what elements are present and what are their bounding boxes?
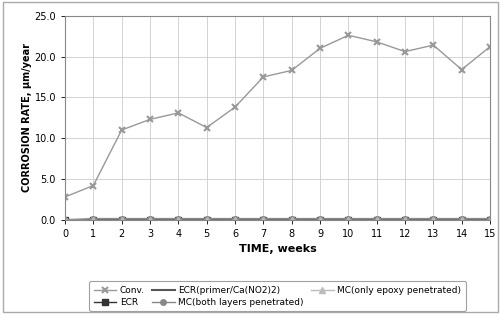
MC(only epoxy penetrated): [232, 218, 238, 222]
Conv.: [147, 117, 153, 121]
ECR(primer/Ca(NO2)2): [118, 218, 124, 222]
MC(both layers penetrated): [374, 217, 380, 220]
MC(only epoxy penetrated): [118, 218, 124, 222]
Conv.: [62, 195, 68, 199]
ECR: [147, 218, 153, 222]
ECR: [430, 218, 436, 222]
MC(both layers penetrated): [147, 217, 153, 220]
ECR(primer/Ca(NO2)2): [288, 218, 294, 222]
ECR: [317, 218, 323, 222]
ECR: [487, 218, 493, 222]
MC(both layers penetrated): [346, 217, 352, 220]
ECR: [90, 218, 96, 222]
ECR(primer/Ca(NO2)2): [147, 218, 153, 222]
Conv.: [176, 111, 182, 115]
ECR(primer/Ca(NO2)2): [402, 218, 408, 222]
MC(only epoxy penetrated): [402, 218, 408, 222]
Line: MC(only epoxy penetrated): MC(only epoxy penetrated): [62, 217, 493, 223]
Conv.: [458, 68, 464, 72]
MC(only epoxy penetrated): [176, 218, 182, 222]
ECR(primer/Ca(NO2)2): [374, 218, 380, 222]
ECR: [260, 218, 266, 222]
ECR: [288, 218, 294, 222]
MC(only epoxy penetrated): [317, 218, 323, 222]
MC(both layers penetrated): [260, 217, 266, 220]
MC(only epoxy penetrated): [346, 218, 352, 222]
MC(both layers penetrated): [62, 218, 68, 222]
Y-axis label: CORROSION RATE, μm/year: CORROSION RATE, μm/year: [22, 43, 32, 192]
Conv.: [90, 184, 96, 187]
Conv.: [317, 46, 323, 50]
ECR(primer/Ca(NO2)2): [458, 218, 464, 222]
Conv.: [346, 33, 352, 37]
MC(both layers penetrated): [90, 217, 96, 220]
MC(both layers penetrated): [317, 217, 323, 220]
X-axis label: TIME, weeks: TIME, weeks: [238, 244, 316, 254]
Conv.: [487, 45, 493, 49]
MC(both layers penetrated): [204, 217, 210, 220]
Line: ECR: ECR: [62, 217, 493, 223]
MC(both layers penetrated): [487, 217, 493, 220]
ECR(primer/Ca(NO2)2): [62, 218, 68, 222]
ECR: [346, 218, 352, 222]
ECR: [176, 218, 182, 222]
ECR(primer/Ca(NO2)2): [232, 218, 238, 222]
ECR: [118, 218, 124, 222]
Conv.: [232, 105, 238, 109]
Conv.: [204, 126, 210, 129]
ECR(primer/Ca(NO2)2): [430, 218, 436, 222]
Conv.: [288, 68, 294, 72]
ECR: [374, 218, 380, 222]
ECR: [232, 218, 238, 222]
Line: Conv.: Conv.: [62, 32, 494, 200]
MC(both layers penetrated): [176, 217, 182, 220]
MC(only epoxy penetrated): [430, 218, 436, 222]
ECR(primer/Ca(NO2)2): [90, 218, 96, 222]
ECR(primer/Ca(NO2)2): [317, 218, 323, 222]
Conv.: [402, 50, 408, 53]
MC(only epoxy penetrated): [288, 218, 294, 222]
MC(only epoxy penetrated): [487, 218, 493, 222]
MC(only epoxy penetrated): [62, 218, 68, 222]
MC(both layers penetrated): [430, 217, 436, 220]
ECR(primer/Ca(NO2)2): [204, 218, 210, 222]
ECR(primer/Ca(NO2)2): [346, 218, 352, 222]
MC(only epoxy penetrated): [458, 218, 464, 222]
ECR: [402, 218, 408, 222]
MC(only epoxy penetrated): [204, 218, 210, 222]
MC(only epoxy penetrated): [147, 218, 153, 222]
MC(both layers penetrated): [118, 217, 124, 220]
MC(both layers penetrated): [288, 217, 294, 220]
Legend: Conv., ECR, ECR(primer/Ca(NO2)2), MC(both layers penetrated), MC(only epoxy pene: Conv., ECR, ECR(primer/Ca(NO2)2), MC(bot…: [89, 281, 466, 311]
Line: MC(both layers penetrated): MC(both layers penetrated): [62, 216, 493, 223]
MC(only epoxy penetrated): [374, 218, 380, 222]
ECR: [204, 218, 210, 222]
Conv.: [260, 75, 266, 79]
ECR(primer/Ca(NO2)2): [176, 218, 182, 222]
Conv.: [430, 43, 436, 47]
ECR: [458, 218, 464, 222]
MC(only epoxy penetrated): [90, 218, 96, 222]
MC(only epoxy penetrated): [260, 218, 266, 222]
Conv.: [374, 40, 380, 44]
ECR(primer/Ca(NO2)2): [260, 218, 266, 222]
ECR(primer/Ca(NO2)2): [487, 218, 493, 222]
ECR: [62, 218, 68, 222]
MC(both layers penetrated): [232, 217, 238, 220]
Conv.: [118, 128, 124, 132]
MC(both layers penetrated): [402, 217, 408, 220]
MC(both layers penetrated): [458, 217, 464, 220]
